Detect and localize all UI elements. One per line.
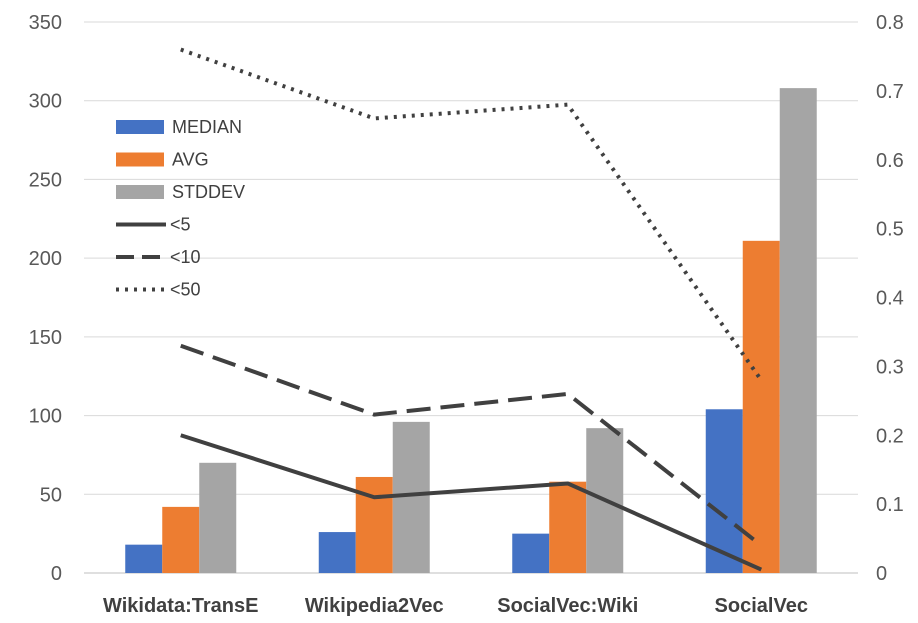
- legend-label: <50: [170, 280, 201, 300]
- bar-stddev: [199, 462, 237, 573]
- y-right-tick-label: 0.5: [876, 219, 904, 241]
- y-left-tick-label: 50: [40, 484, 62, 506]
- bar-stddev: [779, 88, 817, 574]
- y-right-tick-label: 0.8: [876, 12, 904, 34]
- y-left-tick-label: 200: [29, 248, 62, 270]
- legend-label: <5: [170, 215, 191, 235]
- y-left-tick-label: 0: [51, 563, 62, 585]
- legend-label: STDDEV: [172, 182, 245, 202]
- legend-swatch: [116, 120, 164, 134]
- y-right-tick-label: 0.7: [876, 81, 904, 103]
- y-right-tick-label: 0.6: [876, 150, 904, 172]
- bar-median: [512, 533, 550, 573]
- legend-swatch: [116, 152, 164, 167]
- x-category-label: SocialVec:Wiki: [497, 595, 638, 617]
- bar-median: [125, 544, 163, 573]
- legend-label: MEDIAN: [172, 117, 242, 137]
- y-left-tick-label: 250: [29, 169, 62, 191]
- y-left-tick-label: 150: [29, 327, 62, 349]
- series-line: [180, 433, 763, 572]
- legend-swatch: [116, 185, 164, 199]
- y-right-tick-label: 0.3: [876, 356, 904, 378]
- bar-median: [318, 532, 356, 573]
- y-left-tick-label: 100: [29, 406, 62, 428]
- x-category-label: Wikipedia2Vec: [305, 595, 444, 617]
- legend-label: AVG: [172, 150, 209, 170]
- y-left-tick-label: 300: [29, 91, 62, 113]
- bar-avg: [742, 240, 780, 573]
- legend-label: <10: [170, 247, 201, 267]
- series-line: [180, 47, 763, 382]
- y-right-tick-label: 0.2: [876, 425, 904, 447]
- bar-avg: [162, 506, 200, 573]
- y-right-tick-label: 0.1: [876, 494, 904, 516]
- bar-avg: [549, 481, 587, 573]
- x-category-label: Wikidata:TransE: [103, 595, 258, 617]
- y-right-tick-label: 0.4: [876, 288, 904, 310]
- x-category-label: SocialVec: [715, 595, 808, 617]
- series-line: [180, 343, 763, 548]
- y-right-tick-label: 0: [876, 563, 887, 585]
- y-left-tick-label: 350: [29, 12, 62, 34]
